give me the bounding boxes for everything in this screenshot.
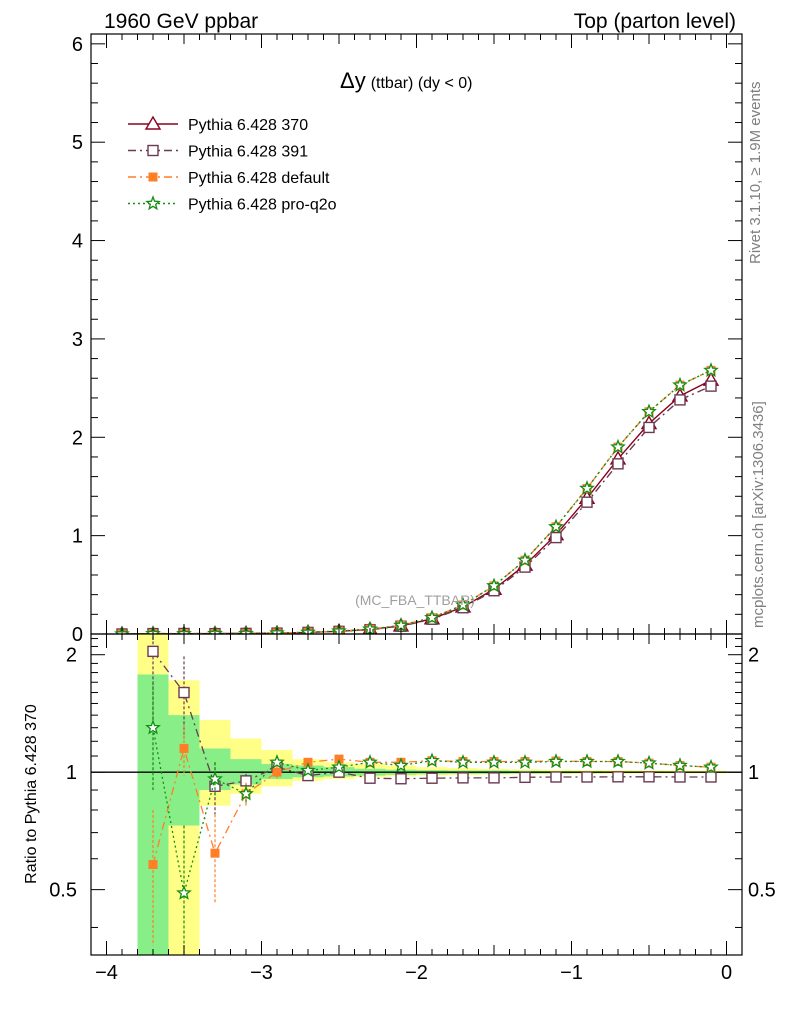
ratio-point [426,772,438,784]
data-point [550,531,562,544]
ratio-ylabel: Ratio to Pythia 6.428 370 [23,704,40,884]
data-point [517,551,533,567]
data-point [610,438,626,454]
x-tick-label: −2 [405,962,428,984]
y-tick-label: 0 [72,624,83,646]
ratio-point [705,771,717,783]
ratio-point [488,772,500,784]
ratio-tick-label-left: 0.5 [49,880,77,902]
ratio-tick-label-right: 2 [748,645,759,667]
ratio-point [147,645,159,658]
ratio-point [272,767,282,777]
data-point [424,609,440,625]
data-point [612,458,624,470]
legend-entry: Pythia 6.428 default [128,170,330,187]
data-point [674,394,686,406]
y-tick-label: 1 [72,526,83,548]
legend-entry: Pythia 6.428 pro-q2o [128,195,337,214]
legend-label: Pythia 6.428 default [188,170,330,187]
mcplots-label: mcplots.cern.ch [arXiv:1306.3436] [750,401,767,628]
ratio-point [641,754,657,770]
legend-label: Pythia 6.428 370 [188,117,308,134]
ratio-point [610,753,626,769]
x-tick-label: −1 [560,962,583,984]
ratio-point [395,773,407,785]
ratio-point [393,757,409,773]
data-point [581,496,593,508]
ratio-point [300,762,316,778]
legend-label: Pythia 6.428 391 [188,144,308,161]
ratio-point [550,771,562,783]
ratio-point [486,753,502,770]
ratio-point [703,758,719,774]
ratio-point [548,753,564,769]
data-point [486,577,502,593]
y-tick-label: 2 [72,427,83,449]
y-tick-label: 5 [72,132,83,154]
data-point [705,380,717,392]
ratio-tick-label-right: 1 [748,762,759,784]
data-point [703,362,719,378]
ratio-point [145,719,161,735]
ratio-point [210,848,220,858]
legend-marker [145,195,161,211]
ratio-point [331,758,347,774]
ratio-point [612,771,624,783]
ratio-point [519,771,531,784]
ratio-point [455,753,471,770]
ratio-point [457,772,469,784]
ratio-point [179,743,189,753]
legend-marker [148,172,158,182]
legend-entry: Pythia 6.428 370 [128,115,308,134]
ratio-point [674,771,686,783]
analysis-annotation: (MC_FBA_TTBAR) [355,592,475,608]
main-panel: 0 1 2 3 4 5 6 Δy (ttbar) (dy < 0) (MC_FBA_TTBAR… [72,33,743,646]
data-point [641,403,657,419]
plot-title: Δy (ttbar) (dy < 0) [340,68,473,93]
data-point [643,421,655,434]
ratio-point [364,772,376,784]
x-tick-label: −4 [95,962,118,984]
rivet-label: Rivet 3.1.10, ≥ 1.9M events [747,82,764,265]
ratio-tick-label-right: 0.5 [748,880,776,902]
data-point [455,596,471,612]
ratio-tick-label-left: 2 [66,645,77,667]
header-right: Top (parton level) [574,10,736,33]
y-tick-label: 4 [72,231,83,253]
ratio-panel: 0.5 0.5 1 1 2 2 −4 −3 −2 −1 0 Ratio to Pythia 6.42… [23,633,776,984]
data-point [548,518,564,534]
ratio-point [672,757,688,773]
ratio-series-0 [147,634,717,815]
ratio-point [176,884,192,900]
ratio-tick-label-left: 1 [66,762,77,784]
legend-marker [144,115,162,130]
ratio-point [581,771,593,783]
y-tick-label: 6 [72,34,83,56]
x-tick-label: −3 [250,962,273,984]
legend-label: Pythia 6.428 pro-q2o [188,197,337,214]
ratio-point [424,752,440,768]
legend: Pythia 6.428 370 Pythia 6.428 391 Pythia 6… [128,115,337,214]
uncertainty-bands [137,634,727,955]
x-tick-label: 0 [721,962,732,984]
legend-marker [147,144,159,157]
ratio-point [178,686,190,699]
ratio-point [517,753,533,770]
ratio-point [207,770,223,786]
ratio-point [643,771,655,783]
y-tick-label: 3 [72,329,83,351]
ratio-point [148,859,158,869]
ratio-point [238,785,254,801]
ratio-point [362,753,378,770]
data-point [672,376,688,392]
ratio-point [269,753,285,770]
ratio-point [579,753,595,769]
legend-entry: Pythia 6.428 391 [128,144,308,161]
header-left: 1960 GeV ppbar [104,10,258,33]
data-point [579,480,595,496]
ratio-series-2 [145,682,719,955]
